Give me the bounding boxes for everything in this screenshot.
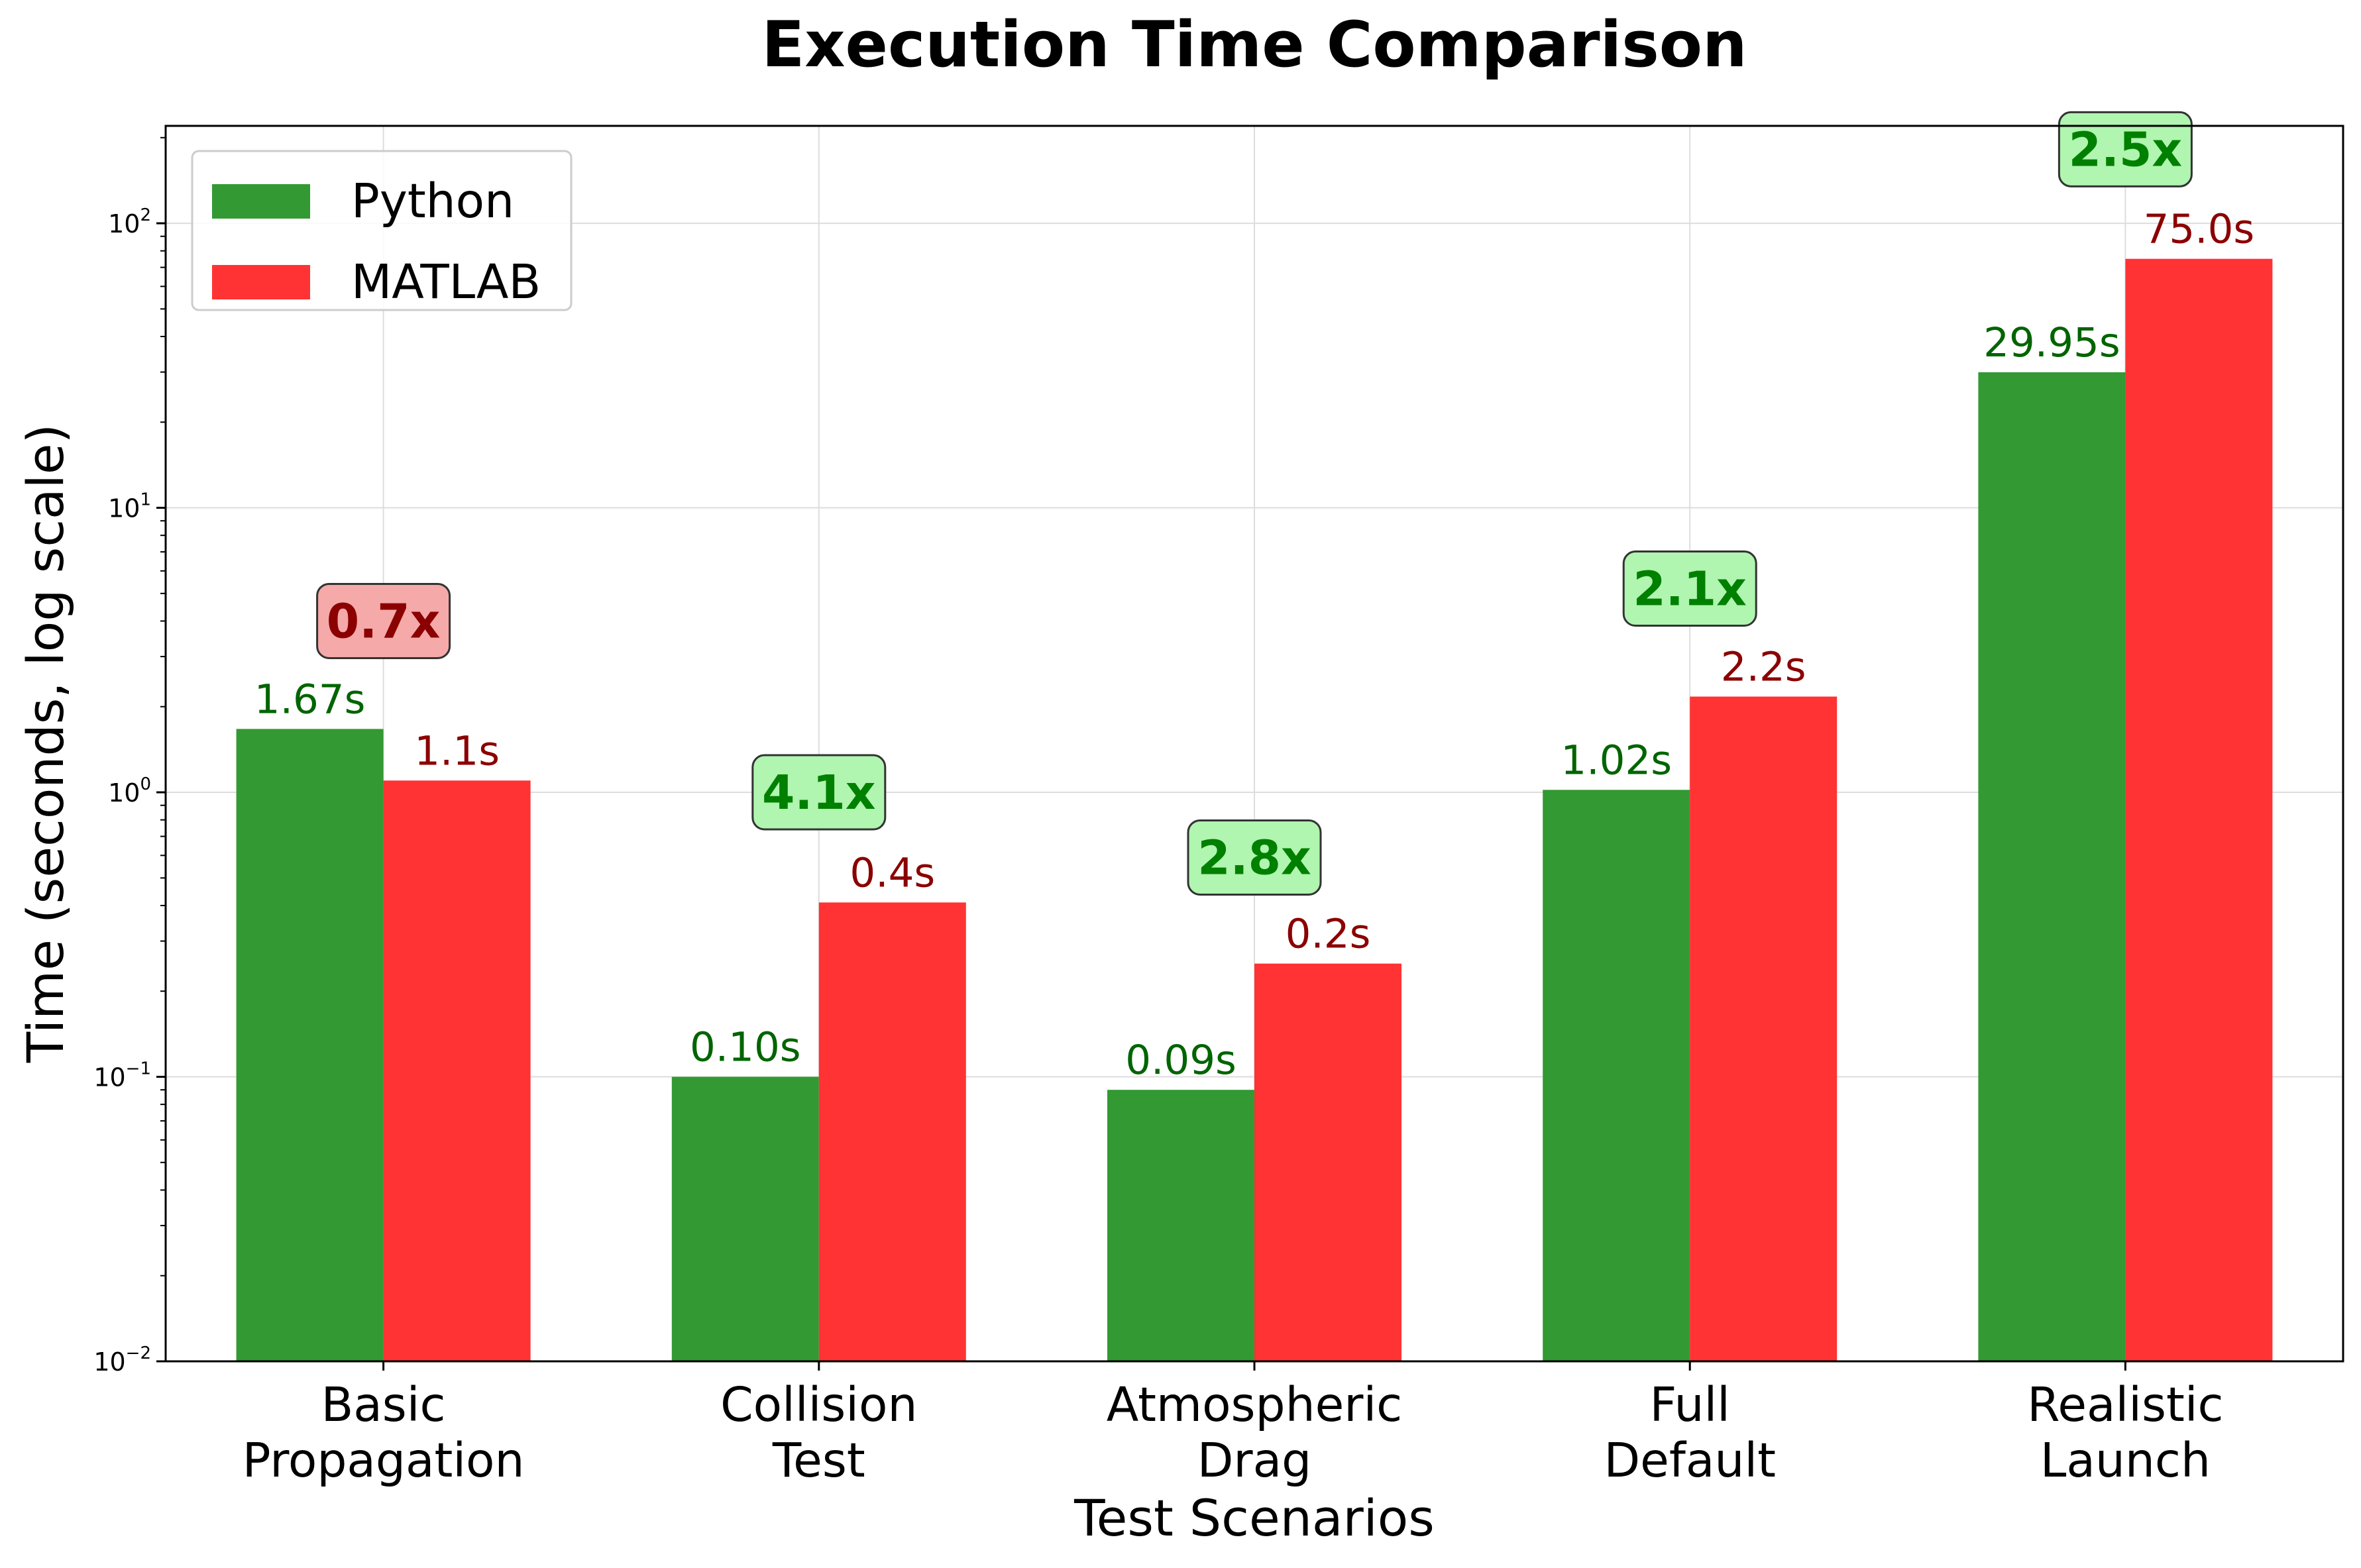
- y-tick-base: 10: [93, 1347, 125, 1377]
- y-tick-exponent: 0: [140, 774, 151, 794]
- bar-python-3: [1543, 790, 1690, 1361]
- bar-matlab-3: [1690, 696, 1838, 1361]
- value-label-matlab: 2.2s: [1721, 644, 1806, 691]
- speedup-badge-box: [1187, 819, 1322, 896]
- x-tick-label: Drag: [1197, 1433, 1311, 1488]
- speedup-badge-label: 2.1x: [1633, 562, 1747, 617]
- value-label-python: 1.67s: [254, 676, 366, 723]
- bar-matlab-1: [818, 902, 966, 1361]
- value-label-matlab: 75.0s: [2144, 206, 2255, 253]
- y-tick-label: 10−2: [93, 1343, 151, 1377]
- speedup-badge-box: [751, 754, 887, 831]
- bar-python-4: [1978, 372, 2126, 1361]
- x-tick-label: Collision: [720, 1377, 917, 1432]
- y-tick-label: 101: [108, 490, 151, 523]
- value-label-matlab: 1.1s: [414, 727, 500, 774]
- value-label-matlab: 0.4s: [850, 849, 935, 896]
- y-axis-label: Time (seconds, log scale): [16, 424, 75, 1063]
- bar-matlab-2: [1254, 963, 1401, 1361]
- speedup-badge-label: 0.7x: [327, 594, 441, 649]
- value-labels: 1.67s 0.10s 0.09s 1.02s 29.95s 1.1s 0.4s 0.2s 2.…: [254, 206, 2254, 1084]
- y-tick-base: 10: [108, 494, 140, 523]
- legend-label-python: Python: [351, 174, 514, 229]
- x-tick-label: Default: [1604, 1433, 1775, 1488]
- speedup-badge-label: 4.1x: [762, 765, 876, 820]
- chart-title: Execution Time Comparison: [761, 9, 1747, 81]
- y-tick-exponent: 2: [140, 205, 151, 225]
- y-tick-exponent: −1: [126, 1059, 151, 1079]
- y-tick-exponent: 1: [140, 490, 151, 510]
- x-tick-label: Propagation: [243, 1433, 525, 1488]
- y-tick-label: 102: [108, 205, 151, 238]
- value-label-python: 0.09s: [1125, 1037, 1236, 1084]
- legend-swatch-matlab: [212, 265, 310, 299]
- value-label-python: 29.95s: [1983, 319, 2120, 366]
- speedup-badge-box: [316, 582, 451, 659]
- speedup-badge-label: 2.8x: [1197, 830, 1311, 885]
- y-tick-base: 10: [93, 1063, 125, 1092]
- speedup-badge-box: [1622, 550, 1757, 627]
- legend-label-matlab: MATLAB: [351, 254, 541, 309]
- y-tick-base: 10: [108, 778, 140, 808]
- value-label-python: 1.02s: [1561, 737, 1672, 784]
- x-tick-label: Test: [772, 1433, 865, 1488]
- speedup-badge-label: 2.5x: [2069, 122, 2183, 177]
- speedup-badges: 0.7x 4.1x 2.8x 2.1x 2.5x: [316, 111, 2193, 896]
- legend: Python MATLAB: [191, 150, 573, 311]
- value-label-matlab: 0.2s: [1286, 911, 1371, 958]
- bars: [236, 258, 2273, 1362]
- y-tick-label: 10−1: [93, 1059, 151, 1092]
- value-label-python: 0.10s: [690, 1024, 801, 1071]
- x-tick-label: Launch: [2040, 1433, 2211, 1488]
- x-axis-label: Test Scenarios: [1073, 1489, 1435, 1547]
- y-tick-base: 10: [108, 209, 140, 238]
- x-tick-label: Basic: [321, 1377, 446, 1432]
- bar-python-2: [1107, 1090, 1254, 1361]
- y-tick-exponent: −2: [126, 1343, 151, 1363]
- bar-matlab-4: [2125, 258, 2273, 1362]
- x-tick-label: Atmospheric: [1107, 1377, 1402, 1432]
- x-tick-label: Realistic: [2027, 1377, 2223, 1432]
- x-tick-label: Full: [1649, 1377, 1730, 1432]
- legend-swatch-python: [212, 184, 310, 219]
- speedup-badge-box: [2058, 111, 2193, 187]
- bar-python-0: [236, 729, 384, 1361]
- y-tick-label: 100: [108, 774, 151, 808]
- bar-python-1: [671, 1076, 819, 1361]
- bar-matlab-0: [383, 780, 531, 1361]
